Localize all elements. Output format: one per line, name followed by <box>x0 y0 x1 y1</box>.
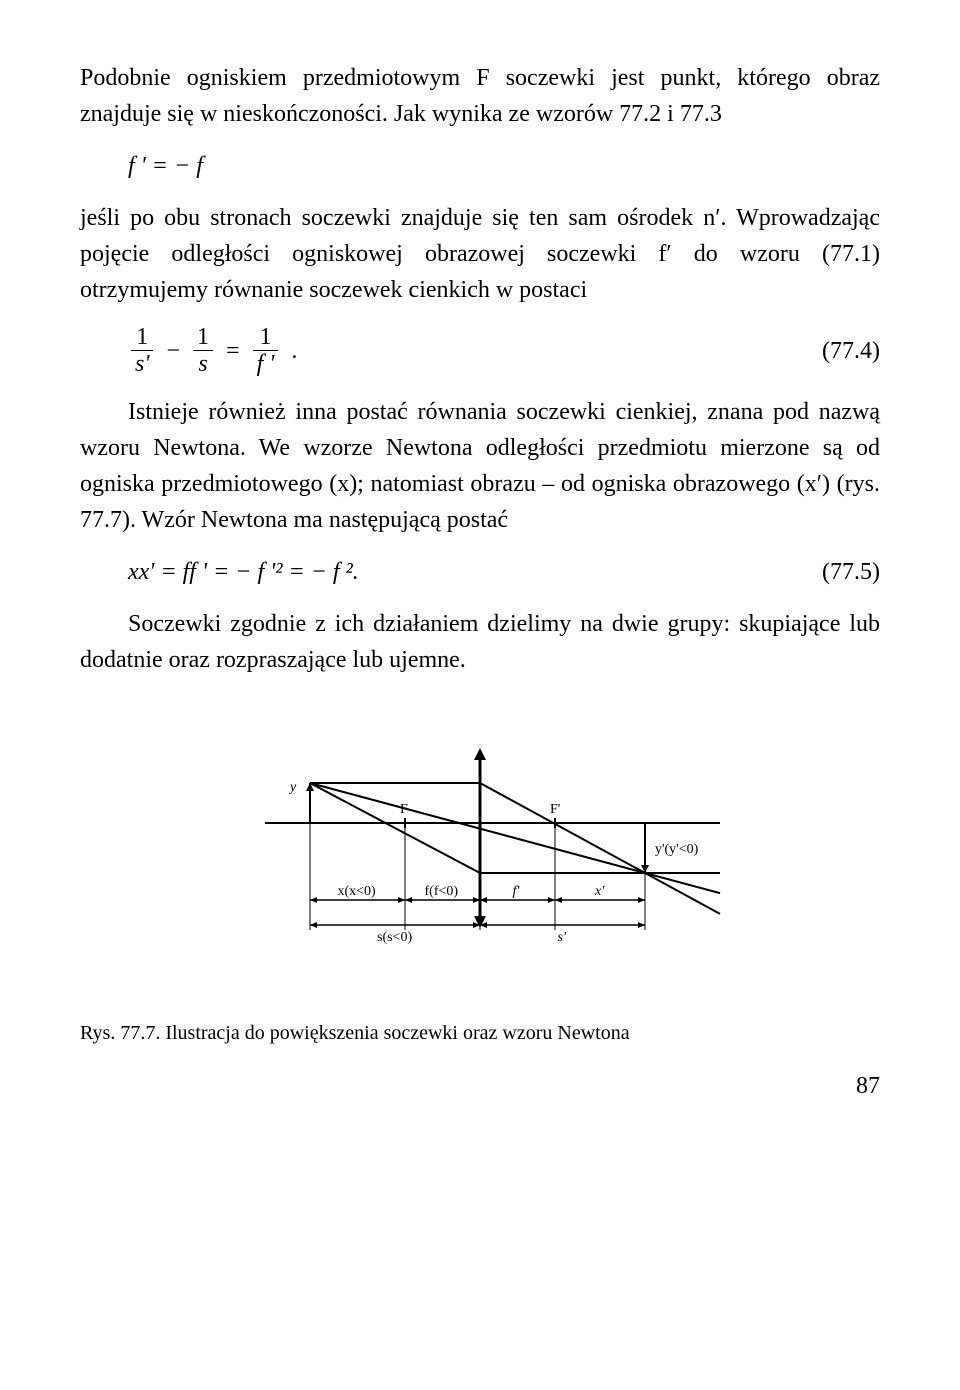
frac-c-num: 1 <box>253 324 279 351</box>
period-2: . <box>353 559 359 585</box>
frac-a-num: 1 <box>131 324 153 351</box>
eq2-label: (77.4) <box>822 333 880 369</box>
paragraph-1: Podobnie ogniskiem przedmiotowym F socze… <box>80 60 880 132</box>
equation-1: f ' = − f <box>80 148 880 184</box>
equation-3: xx' = ff ' = − f '² = − f ². (77.5) <box>80 554 880 590</box>
frac-c: 1 f ' <box>253 324 279 378</box>
eq3-body: xx' = ff ' = − f '² = − f ². <box>128 554 359 590</box>
equals-1: = <box>226 333 240 369</box>
svg-text:f': f' <box>513 884 521 899</box>
paragraph-2: jeśli po obu stronach soczewki znajduje … <box>80 200 880 308</box>
svg-text:y'(y'<0): y'(y'<0) <box>655 842 699 857</box>
frac-a-den: s' <box>131 351 153 377</box>
frac-b-num: 1 <box>193 324 213 351</box>
eq2-body: 1 s' − 1 s = 1 f ' . <box>128 324 297 378</box>
minus-1: − <box>166 333 180 369</box>
optics-diagram: yFF'y'(y'<0)x(x<0)f(f<0)f'x's(s<0)s' <box>230 728 730 958</box>
frac-b-den: s <box>193 351 213 377</box>
equation-2: 1 s' − 1 s = 1 f ' . (77.4) <box>80 324 880 378</box>
svg-text:x': x' <box>594 884 605 899</box>
svg-text:y: y <box>288 780 297 795</box>
svg-text:x(x<0): x(x<0) <box>338 884 377 899</box>
period-1: . <box>291 333 297 369</box>
paragraph-4: Soczewki zgodnie z ich działaniem dzieli… <box>80 606 880 678</box>
frac-b: 1 s <box>193 324 213 378</box>
svg-text:s': s' <box>558 930 567 945</box>
eq3-label: (77.5) <box>822 554 880 590</box>
frac-a: 1 s' <box>131 324 153 378</box>
svg-text:F': F' <box>550 802 560 817</box>
svg-text:f(f<0): f(f<0) <box>425 884 459 899</box>
figure-caption: Rys. 77.7. Ilustracja do powiększenia so… <box>80 1018 880 1048</box>
svg-text:s(s<0): s(s<0) <box>377 930 412 945</box>
eq1-text: f ' = − f <box>128 153 203 179</box>
page-number: 87 <box>80 1068 880 1104</box>
eq3-text: xx' = ff ' = − f '² = − f ² <box>128 559 353 585</box>
frac-c-den: f ' <box>253 351 279 377</box>
paragraph-3: Istnieje również inna postać równania so… <box>80 394 880 538</box>
